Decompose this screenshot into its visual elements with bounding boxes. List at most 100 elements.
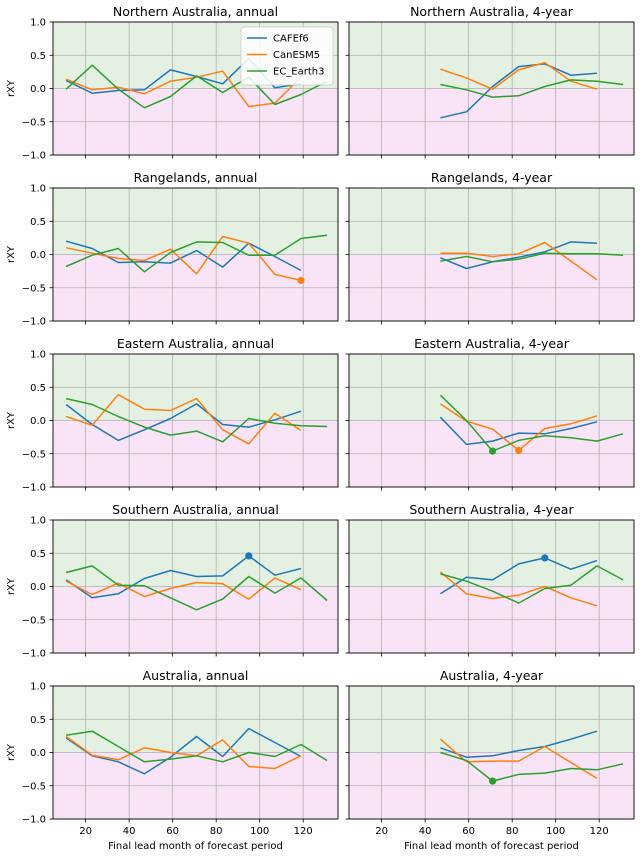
panel-australia-4-year: Australia, 4-year 20 40 60 80 100 120 Final lea… [345,668,635,852]
y-tick-label: −1.0 [22,815,46,826]
x-tick-label: 60 [462,826,475,837]
y-tick-label: −0.5 [22,449,46,460]
series-line-ec-earth3 [440,565,624,604]
x-axis-label: Final lead month of forecast period [404,841,579,852]
panel-southern-australia-4-year: Southern Australia, 4-year [345,502,635,657]
y-tick-label: −1.0 [22,649,46,660]
series-line-canesm5 [439,571,598,607]
y-tick-label: 1.0 [30,682,46,693]
panel-title: Eastern Australia, 4-year [414,336,570,351]
y-tick-label: 0.5 [30,217,46,228]
series-line-canesm5 [440,61,598,90]
panel-title: Northern Australia, annual [113,4,278,19]
y-tick-label: −1.0 [22,151,46,162]
legend-label-ec-earth3: EC_Earth3 [273,67,324,78]
x-tick-label: 100 [250,826,269,837]
series-line-ec-earth3 [65,397,328,443]
series-line-cafef6 [440,241,598,270]
panels-group: Northern Australia, annual −1.0 −0.5 0.0 0.5… [6,4,635,852]
y-tick-label: 0.0 [30,416,46,427]
series-line-canesm5 [65,577,302,600]
series-line-cafef6 [439,557,598,595]
y-axis-label: rXY [6,245,17,263]
series-line-canesm5 [65,70,302,108]
y-tick-label: 0.0 [30,582,46,593]
y-tick-label: −1.0 [22,483,46,494]
panel-rangelands-annual: Rangelands, annual −1.0 −0.5 0.0 0.5 1.0 rXY [6,170,339,328]
series-line-ec-earth3 [65,730,328,763]
panel-title: Australia, annual [143,668,249,683]
y-tick-label: 1.0 [30,516,46,527]
panel-eastern-australia-annual: Eastern Australia, annual −1.0 −0.5 0.0 0.5 1… [6,336,339,494]
x-tick-label: 120 [590,826,609,837]
panel-australia-annual: Australia, annual −1.0 −0.5 0.0 0.5 1.0 rXY 20 4… [6,668,339,852]
series-line-ec-earth3 [440,79,624,98]
panel-title: Australia, 4-year [440,668,544,683]
panel-rangelands-4-year: Rangelands, 4-year [345,170,635,325]
y-tick-label: 0.5 [30,715,46,726]
panel-northern-australia-4-year: Northern Australia, 4-year [345,4,635,159]
series-line-cafef6 [65,403,302,442]
panel-title: Southern Australia, annual [112,502,279,517]
y-tick-label: 0.0 [30,250,46,261]
series-line-canesm5 [65,735,302,770]
legend-label-canesm5: CanESM5 [273,50,320,61]
series-line-canesm5 [440,241,598,281]
series-line-cafef6 [440,63,598,119]
legend: CAFEf6 CanESM5 EC_Earth3 [240,26,334,86]
y-tick-label: −0.5 [22,283,46,294]
y-tick-label: 1.0 [30,350,46,361]
y-tick-label: −0.5 [22,781,46,792]
y-tick-label: −1.0 [22,317,46,328]
y-tick-label: 0.5 [30,51,46,62]
series-line-canesm5 [439,738,598,780]
panel-title: Northern Australia, 4-year [410,4,574,19]
panel-title: Rangelands, 4-year [431,170,553,185]
series-line-cafef6 [65,727,302,775]
series-line-cafef6 [65,555,302,599]
legend-label-cafef6: CAFEf6 [273,34,309,45]
series-line-canesm5 [65,235,302,282]
y-tick-label: 0.0 [30,748,46,759]
y-tick-label: −0.5 [22,117,46,128]
x-tick-label: 120 [294,826,313,837]
x-axis-label: Final lead month of forecast period [108,841,283,852]
panel-title: Eastern Australia, annual [117,336,274,351]
y-tick-label: 1.0 [30,18,46,29]
significant-point-cafef6 [245,552,253,560]
significant-point-ec-earth3 [488,447,497,455]
x-tick-label: 100 [546,826,565,837]
x-tick-label: 80 [506,826,519,837]
series-line-ec-earth3 [440,252,624,263]
significant-point-canesm5 [515,446,523,455]
series-line-ec-earth3 [439,394,624,452]
y-tick-label: 1.0 [30,184,46,195]
y-tick-label: 0.0 [30,84,46,95]
x-tick-label: 20 [375,826,388,837]
significant-point-canesm5 [297,276,305,285]
y-tick-label: 0.5 [30,549,46,560]
y-axis-label: rXY [6,79,17,97]
y-tick-label: −0.5 [22,615,46,626]
series-line-ec-earth3 [440,751,624,782]
y-axis-label: rXY [6,743,17,761]
y-axis-label: rXY [6,577,17,595]
series-line-cafef6 [440,730,598,758]
panel-eastern-australia-4-year: Eastern Australia, 4-year [345,336,635,491]
series-line-cafef6 [439,416,598,446]
x-tick-label: 60 [166,826,179,837]
x-tick-label: 40 [123,826,136,837]
series-line-ec-earth3 [65,565,328,611]
significant-point-ec-earth3 [488,777,497,785]
series-line-ec-earth3 [65,234,328,273]
y-axis-label: rXY [6,411,17,429]
panel-title: Southern Australia, 4-year [409,502,574,517]
panel-title: Rangelands, annual [134,170,258,185]
x-tick-label: 20 [79,826,92,837]
series-line-ec-earth3 [65,64,328,109]
x-tick-label: 40 [419,826,432,837]
y-tick-label: 0.5 [30,383,46,394]
significant-point-cafef6 [541,554,549,562]
x-tick-label: 80 [210,826,223,837]
